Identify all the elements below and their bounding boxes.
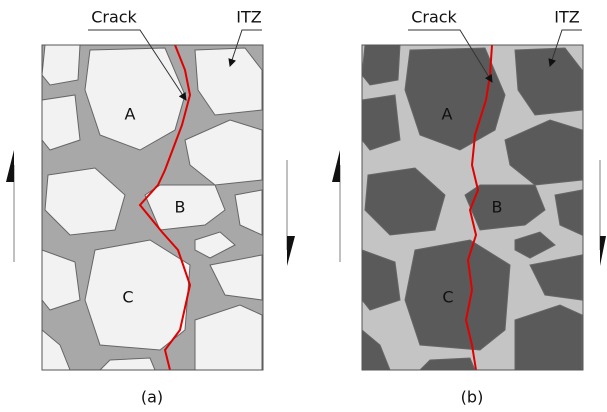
shear-arrow (6, 150, 14, 182)
region-label: A (442, 105, 453, 124)
panel-b: A B C Crack ITZ (b) (332, 8, 606, 407)
region-label: C (442, 288, 453, 307)
figure: A B C Crack ITZ (a) A B C Crack ITZ (b) (0, 0, 607, 412)
shear-arrow (600, 236, 606, 266)
region-label: A (125, 105, 136, 124)
itz-label: ITZ (554, 8, 579, 27)
itz-label: ITZ (236, 8, 261, 27)
crack-label: Crack (91, 8, 137, 27)
crack-label: Crack (411, 8, 457, 27)
shear-arrow (287, 236, 295, 266)
region-label: B (492, 198, 503, 217)
region-label: B (175, 198, 186, 217)
region-label: C (122, 288, 133, 307)
caption: (a) (141, 388, 163, 407)
caption: (b) (461, 388, 484, 407)
panel-a: A B C Crack ITZ (a) (6, 8, 295, 407)
shear-arrow (332, 150, 340, 182)
